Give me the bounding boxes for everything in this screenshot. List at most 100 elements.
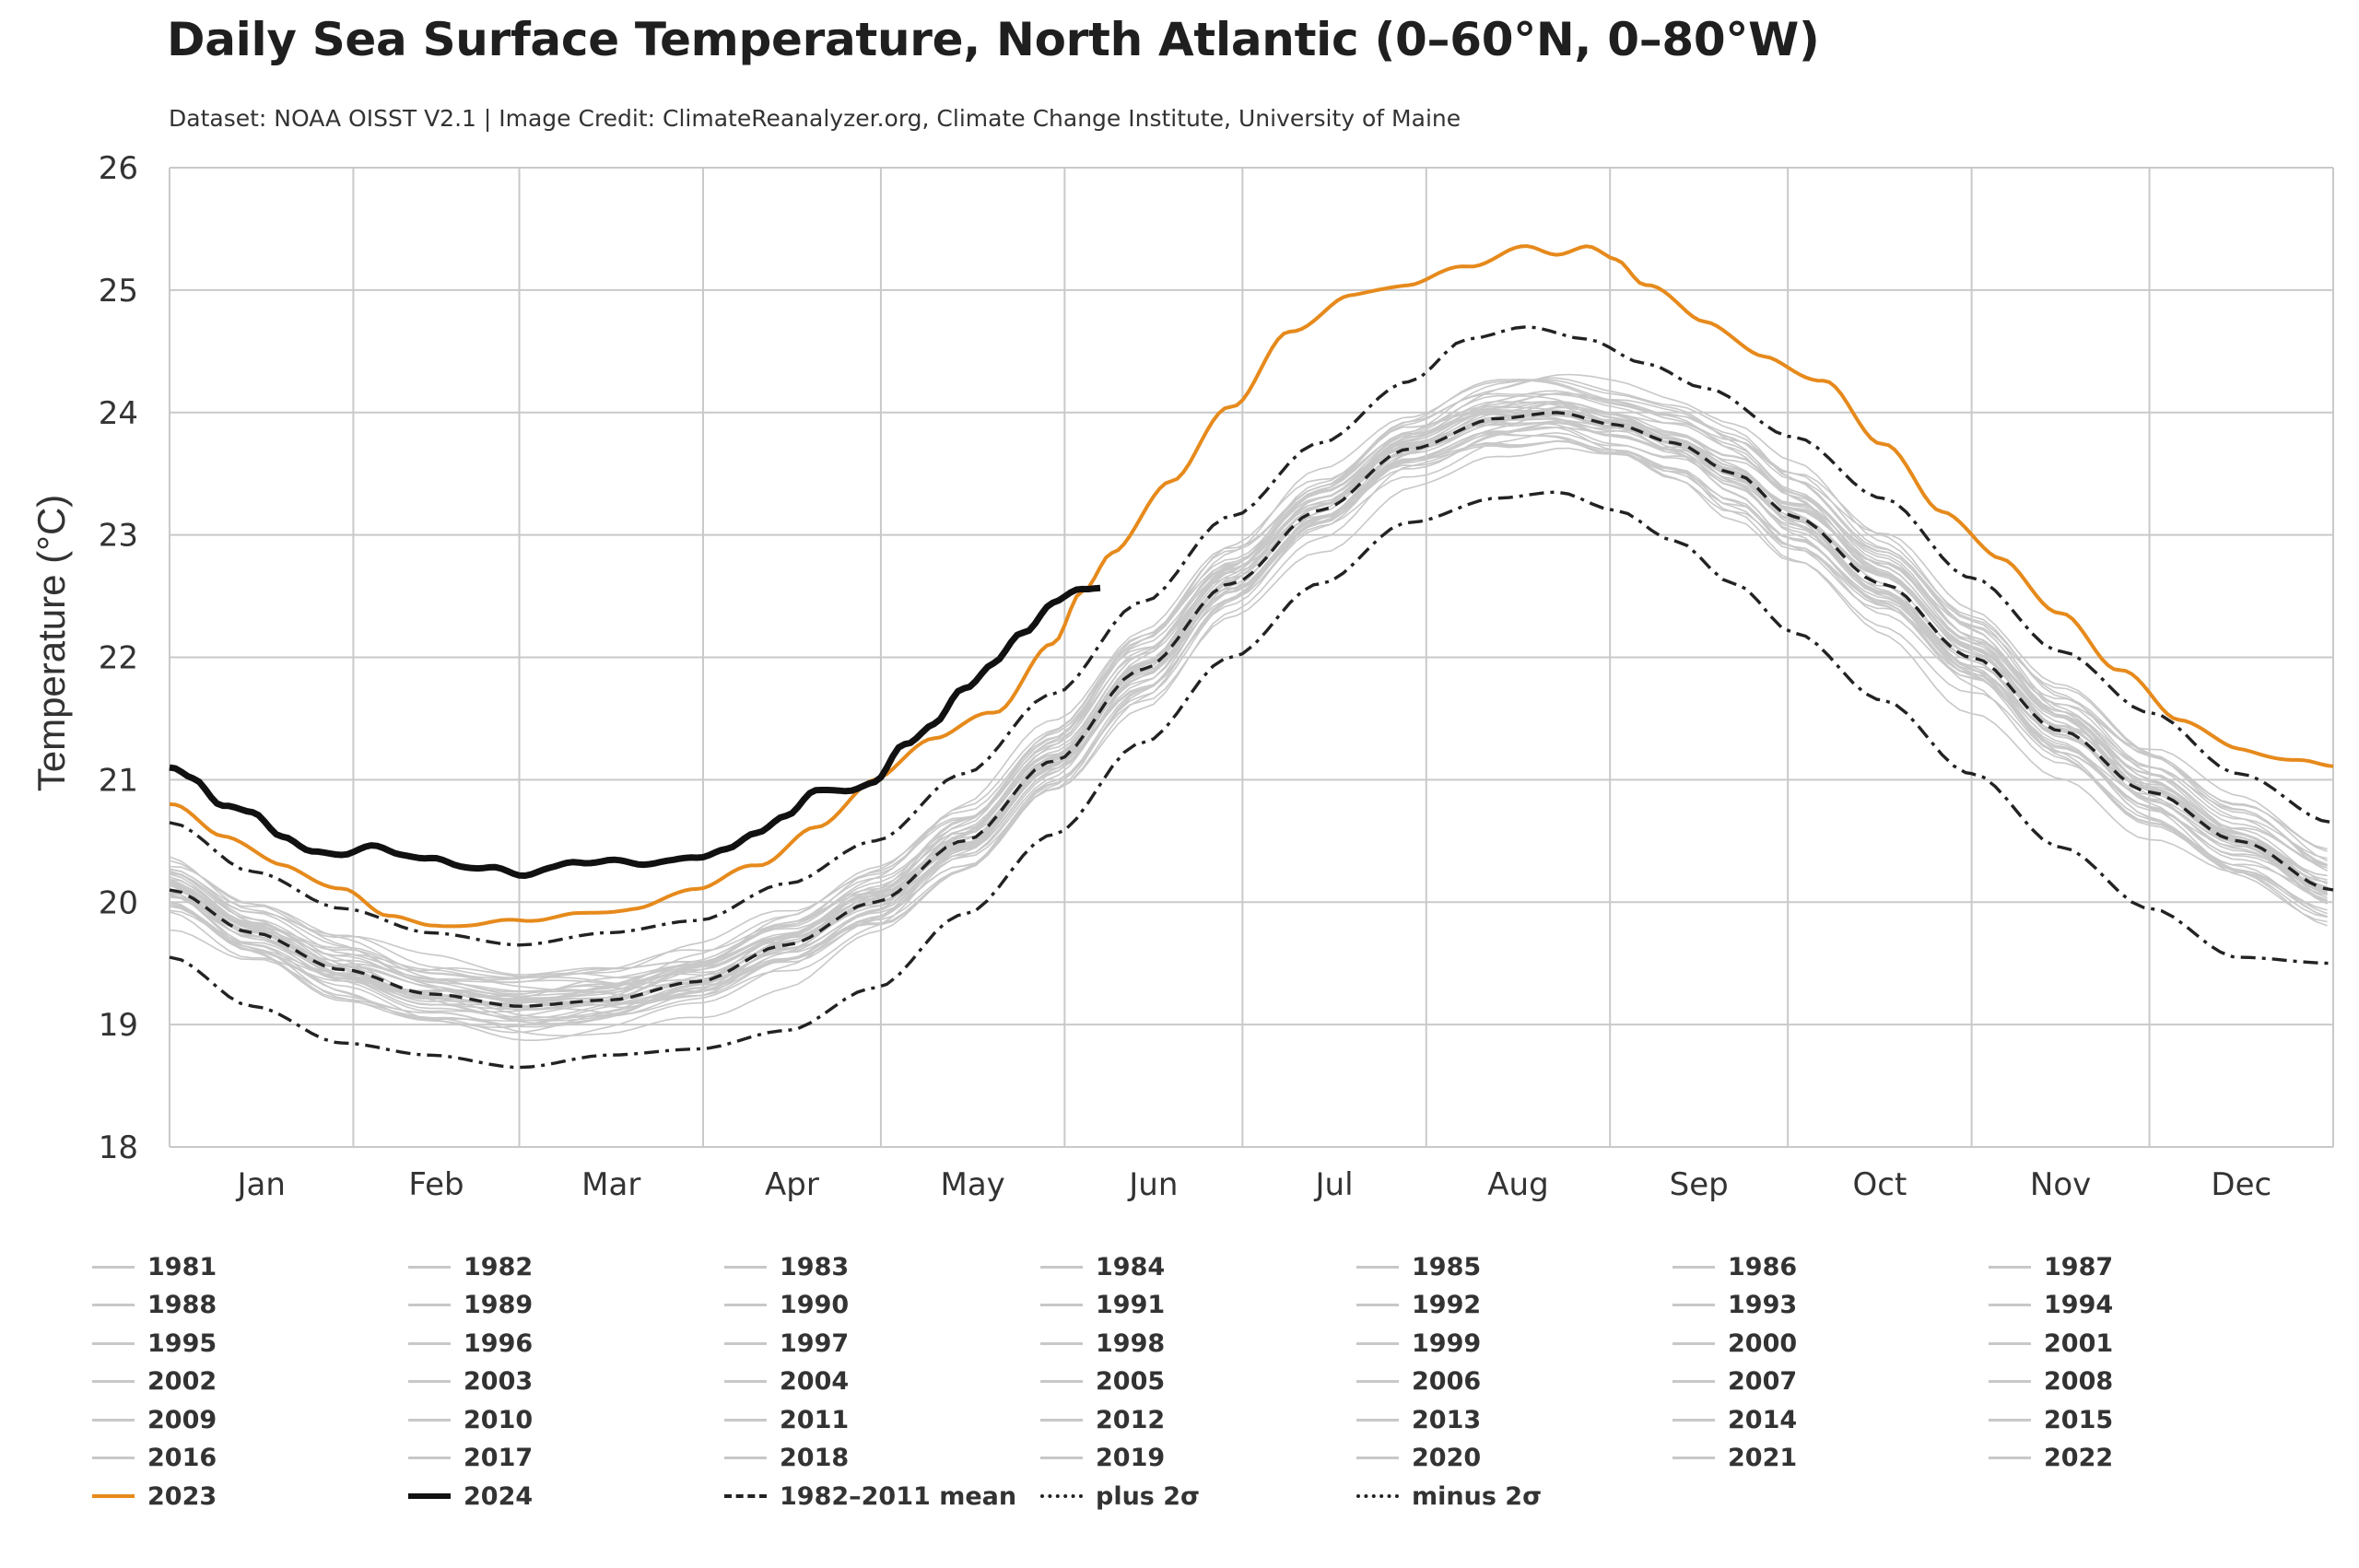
legend-item[interactable]: 2006 <box>1356 1363 1481 1400</box>
legend-item[interactable]: 2011 <box>724 1401 849 1438</box>
legend-label: 2008 <box>2044 1367 2114 1396</box>
series-line-1981 <box>169 431 2328 1028</box>
legend-item[interactable]: 2023 <box>92 1478 217 1515</box>
legend-item[interactable]: 1985 <box>1356 1248 1481 1285</box>
legend-item[interactable]: 2008 <box>1989 1363 2113 1400</box>
legend-swatch <box>92 1494 135 1498</box>
legend-swatch <box>1989 1304 2031 1306</box>
legend-item[interactable]: 2021 <box>1672 1440 1797 1477</box>
legend-item[interactable]: 2022 <box>1989 1440 2113 1477</box>
legend-swatch <box>408 1341 451 1345</box>
legend-item[interactable]: 1990 <box>724 1287 849 1324</box>
legend-item[interactable]: 2001 <box>1989 1325 2113 1362</box>
series-line-1997 <box>169 409 2328 1019</box>
legend-item[interactable]: 1996 <box>408 1325 533 1362</box>
legend-swatch <box>1989 1341 2031 1345</box>
series-line-plus-2- <box>169 324 2334 947</box>
legend-swatch <box>92 1341 135 1345</box>
legend-label: 2005 <box>1096 1367 1166 1396</box>
legend-item[interactable]: 1989 <box>408 1287 533 1324</box>
y-tick-label: 24 <box>99 395 138 432</box>
legend-swatch <box>1356 1418 1399 1422</box>
legend-item[interactable]: 2020 <box>1356 1440 1481 1477</box>
legend-label: plus 2σ <box>1096 1481 1201 1511</box>
legend-item[interactable]: 1986 <box>1672 1248 1797 1285</box>
y-tick-label: 26 <box>99 150 138 187</box>
legend-item[interactable]: 2018 <box>724 1440 849 1477</box>
legend-label: 2012 <box>1096 1405 1166 1434</box>
x-tick-label: May <box>941 1166 1005 1203</box>
legend-label: 1982–2011 mean <box>780 1481 1017 1511</box>
legend-item[interactable]: 1984 <box>1040 1248 1165 1285</box>
legend-item[interactable]: 1998 <box>1040 1325 1165 1362</box>
legend-swatch <box>1356 1380 1399 1383</box>
legend-swatch <box>1356 1265 1399 1269</box>
legend-label: 2006 <box>1412 1367 1482 1396</box>
legend-item[interactable]: 1995 <box>92 1325 217 1362</box>
legend-label: 2020 <box>1412 1444 1482 1472</box>
y-axis-label: Temperature (°C) <box>29 495 73 792</box>
legend-item[interactable]: plus 2σ <box>1040 1478 1200 1515</box>
series-line-1986 <box>169 440 2328 1041</box>
legend-label: 1997 <box>780 1328 850 1358</box>
series-line-2018 <box>169 380 2328 981</box>
legend-label: 1986 <box>1728 1252 1798 1281</box>
legend-label: 1993 <box>1728 1291 1798 1319</box>
legend-item[interactable]: 2014 <box>1672 1401 1797 1438</box>
legend-swatch <box>724 1265 767 1269</box>
legend-item[interactable]: 2004 <box>724 1363 849 1400</box>
legend-item[interactable]: minus 2σ <box>1356 1478 1542 1515</box>
series-line-2015 <box>169 401 2328 1009</box>
series-line-1982 <box>169 427 2328 1004</box>
legend-item[interactable]: 2010 <box>408 1401 533 1438</box>
legend-label: 2007 <box>1728 1367 1798 1396</box>
legend-item[interactable]: 1994 <box>1989 1287 2113 1324</box>
legend-item[interactable]: 2016 <box>92 1440 217 1477</box>
series-line-1993 <box>169 413 2328 1001</box>
legend-label: 2023 <box>147 1481 217 1511</box>
legend-label: 2009 <box>147 1405 217 1434</box>
legend-item[interactable]: 2009 <box>92 1401 217 1438</box>
series-line-1990 <box>169 415 2328 1006</box>
legend-item[interactable]: 2000 <box>1672 1325 1797 1362</box>
legend-item[interactable]: 1997 <box>724 1325 849 1362</box>
x-tick-label: Aug <box>1487 1166 1548 1203</box>
legend-label: 2000 <box>1728 1328 1798 1358</box>
legend-item[interactable]: 1999 <box>1356 1325 1481 1362</box>
legend-label: 1988 <box>147 1291 217 1319</box>
series-line-1985 <box>169 416 2328 1022</box>
legend-label: 2014 <box>1728 1405 1798 1434</box>
legend-item[interactable]: 1993 <box>1672 1287 1797 1324</box>
y-tick-label: 19 <box>99 1007 138 1044</box>
sst-line-chart: 18 19 20 21 22 23 24 25 26 Jan Feb Mar Apr May Jun Jul A… <box>29 150 2334 1203</box>
legend-swatch <box>1040 1380 1083 1383</box>
legend-item[interactable]: 2005 <box>1040 1363 1165 1400</box>
series-line-1988 <box>169 431 2328 1015</box>
legend-item[interactable]: 2012 <box>1040 1401 1165 1438</box>
legend-swatch <box>1356 1494 1399 1498</box>
highlight-series <box>169 244 2334 929</box>
legend-item[interactable]: 2015 <box>1989 1401 2113 1438</box>
legend-swatch <box>1040 1265 1083 1269</box>
legend-item[interactable]: 1982 <box>408 1248 533 1285</box>
legend-label: 2013 <box>1412 1405 1482 1434</box>
legend-item[interactable]: 2019 <box>1040 1440 1165 1477</box>
legend-item[interactable]: 1991 <box>1040 1287 1165 1324</box>
chart-title: Daily Sea Surface Temperature, North Atl… <box>167 13 1820 66</box>
legend-item[interactable]: 2007 <box>1672 1363 1797 1400</box>
legend-item[interactable]: 1992 <box>1356 1287 1481 1324</box>
legend-item[interactable]: 2017 <box>408 1440 533 1477</box>
legend-item[interactable]: 2002 <box>92 1363 217 1400</box>
series-line-2017 <box>169 392 2328 996</box>
legend-item[interactable]: 2024 <box>408 1478 533 1515</box>
legend-swatch <box>92 1265 135 1269</box>
legend-item[interactable]: 1987 <box>1989 1248 2113 1285</box>
legend-item[interactable]: 2003 <box>408 1363 533 1400</box>
legend-label: 1998 <box>1096 1328 1166 1358</box>
legend-item[interactable]: 1981 <box>92 1248 217 1285</box>
legend-item[interactable]: 2013 <box>1356 1401 1481 1438</box>
series-line-1983 <box>169 447 2328 1037</box>
legend-item[interactable]: 1988 <box>92 1287 217 1324</box>
legend-item[interactable]: 1983 <box>724 1248 849 1285</box>
legend-item[interactable]: 1982–2011 mean <box>724 1478 1016 1515</box>
